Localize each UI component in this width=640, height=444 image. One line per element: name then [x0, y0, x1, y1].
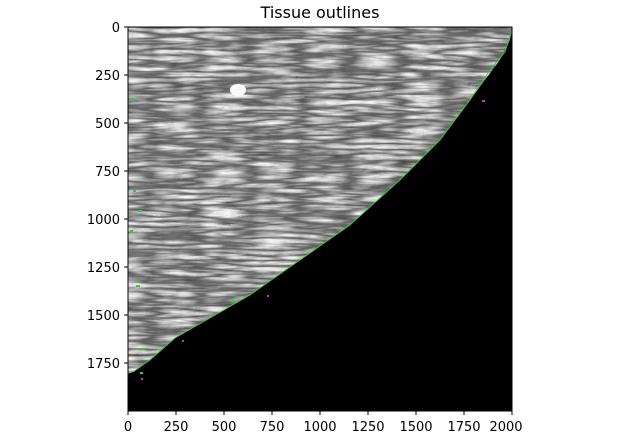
magenta-specks	[141, 100, 485, 380]
x-tick-label: 0	[124, 420, 132, 435]
y-tick-label: 1250	[87, 261, 120, 276]
x-tick-label: 2000	[489, 420, 522, 435]
y-tick-label: 1750	[87, 357, 120, 372]
tissue-image	[128, 27, 512, 411]
tissue-outline	[132, 29, 512, 373]
x-tick-label: 1750	[447, 420, 480, 435]
y-tick-label: 0	[112, 21, 120, 36]
x-tick-label: 1500	[399, 420, 432, 435]
x-tick-label: 500	[212, 420, 237, 435]
x-tick-label: 1000	[303, 420, 336, 435]
y-tick-label: 1500	[87, 309, 120, 324]
plot-title: Tissue outlines	[260, 3, 380, 22]
y-tick-label: 500	[95, 117, 120, 132]
y-tick-label: 1000	[87, 213, 120, 228]
y-axis: 0 250 500 750 1000 1250 1500 1750	[87, 21, 128, 372]
outline-specks	[130, 98, 235, 374]
x-tick-label: 750	[260, 420, 285, 435]
x-axis: 0 250 500 750 1000 1250 1500 1750 2000	[124, 411, 523, 435]
background-mask	[128, 27, 512, 411]
x-tick-label: 250	[164, 420, 189, 435]
y-tick-label: 250	[95, 69, 120, 84]
x-tick-label: 1250	[351, 420, 384, 435]
y-tick-label: 750	[95, 165, 120, 180]
